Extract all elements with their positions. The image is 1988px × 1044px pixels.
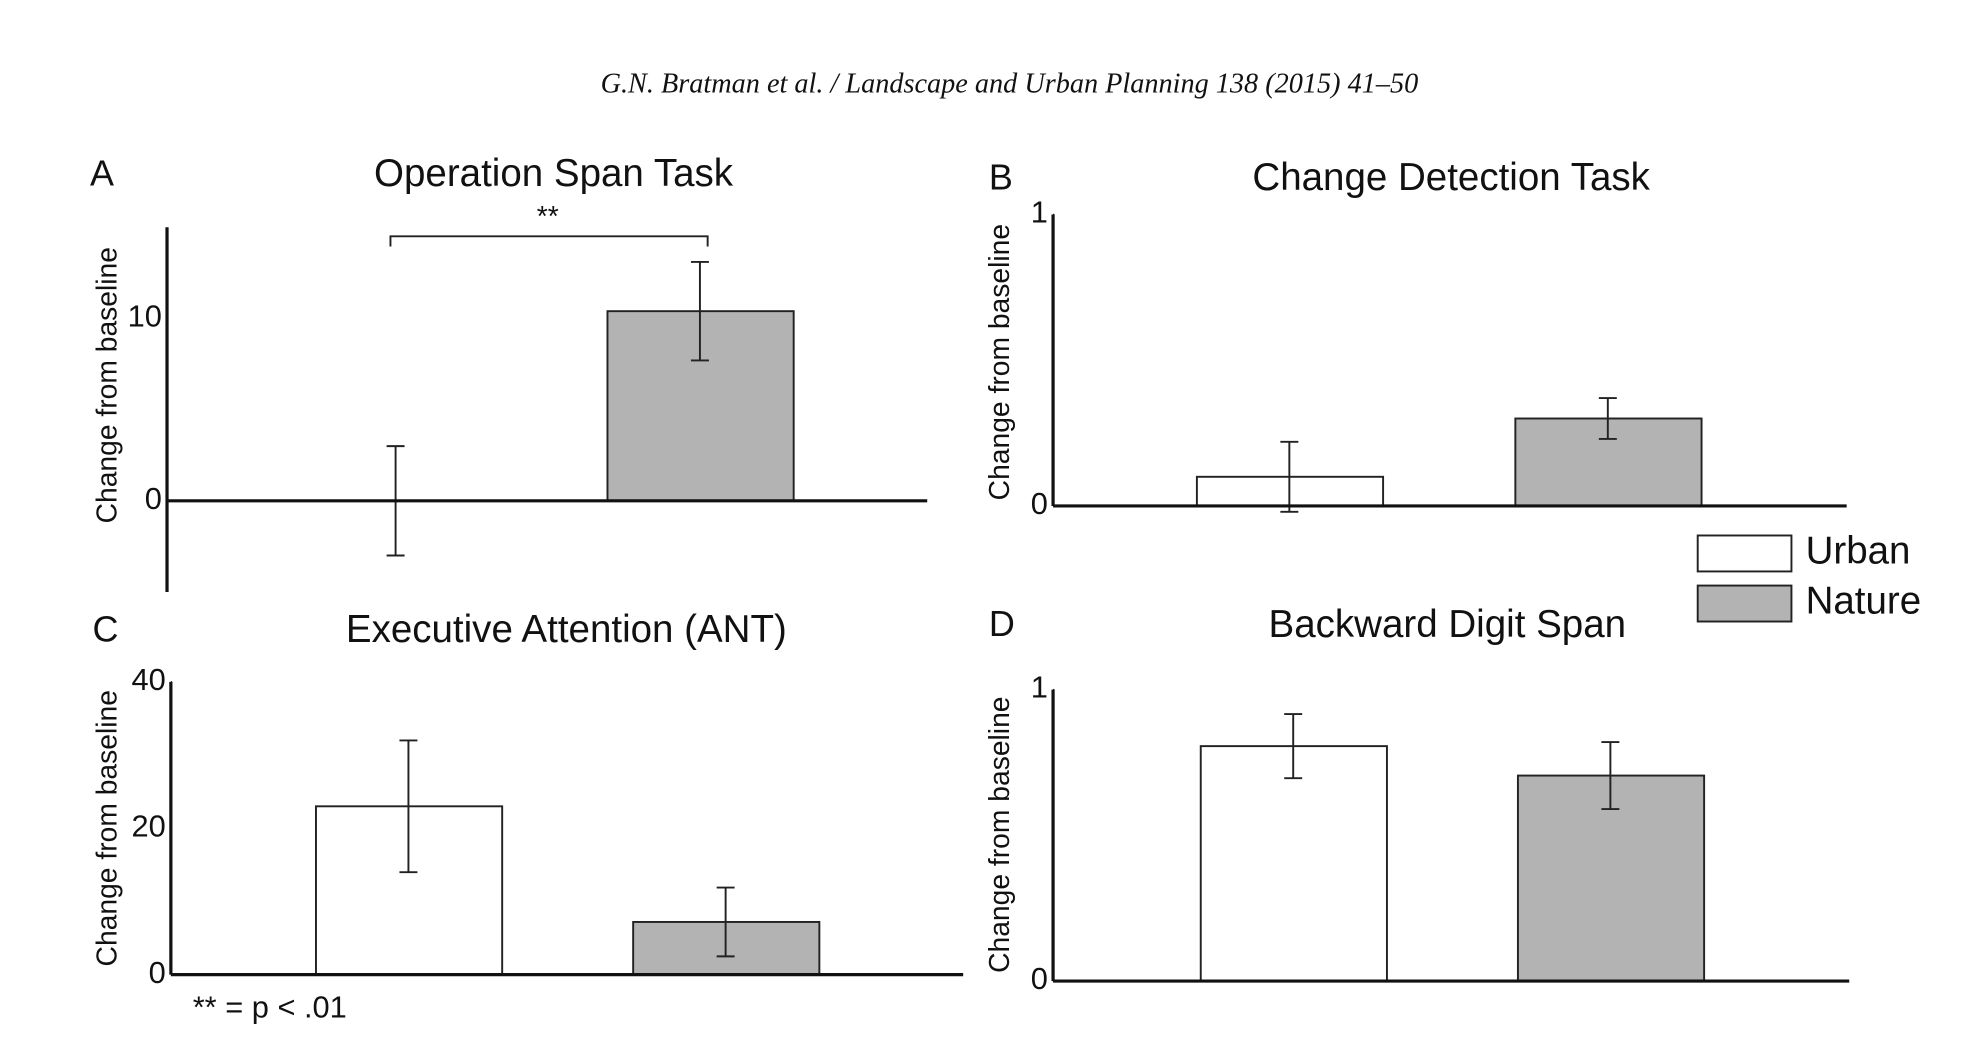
bar [1199, 745, 1388, 983]
y-tick-label: 0 [1031, 961, 1048, 996]
y-axis-label: Change from baseline [91, 690, 123, 966]
significance-bracket [389, 235, 709, 247]
chart-title: Operation Span Task [374, 152, 734, 195]
running-header: G.N. Bratman et al. / Landscape and Urba… [601, 69, 1419, 100]
legend-swatch [1696, 534, 1793, 573]
y-tick-label: 0 [149, 955, 166, 990]
chart-title: Executive Attention (ANT) [346, 608, 787, 651]
y-tick-label: 20 [131, 808, 165, 843]
legend-label: Nature [1806, 580, 1922, 623]
footnote: ** = p < .01 [193, 989, 347, 1024]
y-axis-label: Change from baseline [91, 247, 123, 523]
y-tick-label: 0 [1031, 486, 1048, 521]
y-axis-label: Change from baseline [983, 224, 1015, 500]
y-tick-label: 1 [1031, 195, 1048, 230]
panel-letter: A [90, 152, 114, 193]
y-tick-label: 40 [131, 662, 165, 697]
significance-label: ** [537, 200, 559, 232]
y-axis-label: Change from baseline [983, 696, 1015, 972]
chart-title: Change Detection Task [1252, 156, 1650, 199]
panel-letter: D [989, 603, 1015, 644]
y-tick-label: 0 [145, 481, 162, 516]
y-tick-label: 10 [128, 299, 162, 334]
panel-letter: C [93, 608, 119, 649]
legend-swatch [1696, 584, 1793, 623]
legend-label: Urban [1806, 530, 1911, 573]
y-tick-label: 1 [1031, 670, 1048, 705]
panel-letter: B [989, 156, 1013, 197]
chart-title: Backward Digit Span [1269, 603, 1627, 646]
